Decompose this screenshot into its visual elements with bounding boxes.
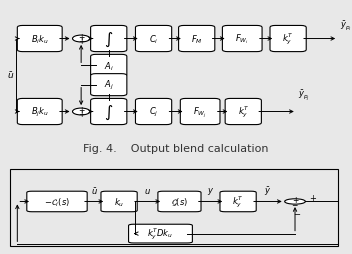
- FancyBboxPatch shape: [17, 99, 62, 125]
- Text: $\bar{y}_{p_i}$: $\bar{y}_{p_i}$: [340, 19, 352, 32]
- FancyBboxPatch shape: [158, 192, 201, 212]
- Circle shape: [285, 199, 306, 204]
- FancyBboxPatch shape: [136, 26, 172, 52]
- Text: $y$: $y$: [207, 185, 214, 197]
- Text: $\bar{u}$: $\bar{u}$: [7, 70, 15, 81]
- FancyBboxPatch shape: [136, 99, 172, 125]
- Text: $k_y^T$: $k_y^T$: [238, 104, 249, 120]
- Text: $\int$: $\int$: [104, 103, 113, 121]
- Text: +: +: [78, 37, 84, 46]
- Text: $-$: $-$: [291, 199, 299, 208]
- Text: $F_{W_j}$: $F_{W_j}$: [193, 105, 207, 119]
- Text: $F_{W_i}$: $F_{W_i}$: [235, 33, 249, 46]
- FancyBboxPatch shape: [101, 192, 137, 212]
- FancyBboxPatch shape: [17, 26, 62, 52]
- FancyBboxPatch shape: [220, 192, 256, 212]
- FancyBboxPatch shape: [178, 26, 215, 52]
- Text: $\bar{u}$: $\bar{u}$: [90, 186, 98, 196]
- FancyBboxPatch shape: [222, 26, 262, 52]
- Text: $u$: $u$: [144, 186, 151, 196]
- Text: +: +: [78, 110, 84, 119]
- Text: +: +: [292, 196, 298, 204]
- Text: $k_y^T$: $k_y^T$: [232, 194, 244, 209]
- Text: $C_j$: $C_j$: [149, 106, 158, 119]
- Text: $A_i$: $A_i$: [104, 60, 114, 72]
- Text: $C_i$: $C_i$: [149, 33, 158, 46]
- Text: $\bar{y}_{p_j}$: $\bar{y}_{p_j}$: [298, 88, 310, 103]
- FancyBboxPatch shape: [90, 99, 127, 125]
- FancyBboxPatch shape: [90, 26, 127, 52]
- FancyBboxPatch shape: [225, 99, 262, 125]
- Text: $-$: $-$: [293, 207, 301, 216]
- Text: $k_y^T D k_u$: $k_y^T D k_u$: [147, 226, 174, 241]
- Text: $-\mathcal{C}_i(s)$: $-\mathcal{C}_i(s)$: [44, 195, 70, 208]
- Text: $B_j k_u$: $B_j k_u$: [31, 106, 49, 119]
- FancyBboxPatch shape: [90, 74, 127, 96]
- Text: $A_j$: $A_j$: [104, 79, 114, 92]
- Circle shape: [73, 36, 90, 43]
- Text: $k_u$: $k_u$: [114, 195, 124, 208]
- Text: +: +: [78, 33, 84, 42]
- FancyBboxPatch shape: [270, 26, 306, 52]
- Text: $\bar{y}$: $\bar{y}$: [264, 185, 271, 197]
- Text: +: +: [78, 105, 84, 115]
- Circle shape: [73, 109, 90, 116]
- Text: $B_i k_u$: $B_i k_u$: [31, 33, 49, 46]
- Text: $F_M$: $F_M$: [191, 33, 202, 46]
- Text: $\int$: $\int$: [104, 30, 113, 49]
- Text: $k_y^T$: $k_y^T$: [282, 32, 294, 47]
- Text: $\mathcal{G}(s)$: $\mathcal{G}(s)$: [171, 196, 188, 208]
- FancyBboxPatch shape: [180, 99, 220, 125]
- FancyBboxPatch shape: [27, 192, 87, 212]
- Text: Fig. 4.    Output blend calculation: Fig. 4. Output blend calculation: [83, 144, 269, 154]
- FancyBboxPatch shape: [128, 224, 193, 243]
- FancyBboxPatch shape: [90, 55, 127, 77]
- Text: +: +: [309, 193, 316, 202]
